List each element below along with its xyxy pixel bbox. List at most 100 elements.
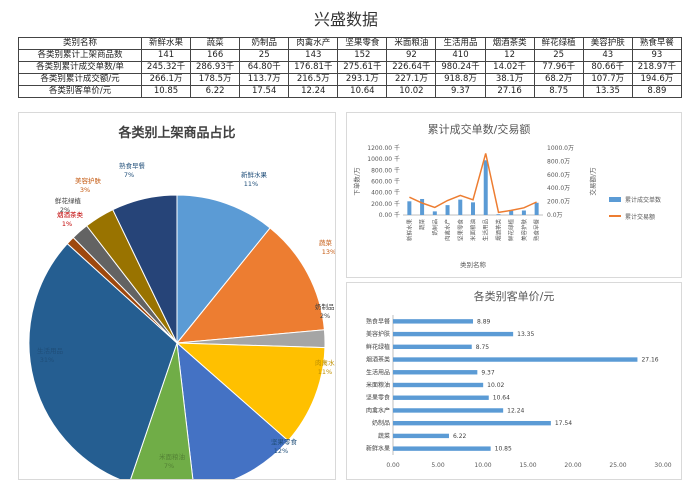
pie-slice-pct: 1% [62,220,72,228]
table-cell: 107.7万 [582,73,633,86]
table-cell: 25 [533,49,584,62]
table-cell: 80.66千 [582,61,633,74]
pie-chart: 各类别上架商品占比新鲜水果11%蔬菜13%奶制品2%肉禽水产11%坚果零食12%… [28,125,342,492]
combo-line [409,153,537,214]
hbar-category-label: 蔬菜 [378,432,390,440]
table-header-cell: 奶制品 [239,37,290,50]
combo-category-label: 奶制品 [431,219,439,236]
combo-bar [534,202,539,215]
combo-chart: 累计成交单数/交易额 0.00 千 200.00 千 400.00 千 600.00 千… [352,122,661,269]
combo-bar [432,211,437,215]
hbar-chart: 各类别客单价/元 0.00 5.00 10.00 15.00 20.00 25.00 30.0… [366,289,672,469]
pie-slice-pct: 31% [40,356,54,364]
hbar-value-label: 17.54 [555,420,572,427]
legend-label-line: 累计交易额 [625,213,655,221]
hbar-value-label: 8.89 [477,318,491,325]
table-cell: 25 [239,49,290,62]
hbar-bar [393,433,449,439]
table-cell: 6.22 [190,85,241,98]
hbar-bar [393,344,472,350]
hbar-value-label: 13.35 [517,331,534,338]
table-cell: 918.8万 [435,73,486,86]
pie-slice-pct: 11% [318,368,332,376]
table-cell: 27.16 [484,85,535,98]
table-cell: 92 [386,49,437,62]
combo-category-label: 熟食早餐 [533,219,541,242]
pie-slice-pct: 13% [322,248,335,256]
combo-bar [458,199,463,215]
table-header-cell: 熟食早餐 [631,37,683,50]
combo-category-label: 蔬菜 [418,219,426,231]
hbar-value-label: 8.75 [476,344,490,351]
table-cell: 113.7万 [239,73,290,86]
table-row-label: 各类别累计上架商品数 [18,49,142,62]
combo-bar [420,198,425,215]
combo-bar [521,210,526,215]
hbar-bar [393,331,514,337]
pie-slice-label: 坚果零食 [271,437,298,446]
table-cell: 10.64 [337,85,388,98]
pie-slice-pct: 11% [244,180,258,188]
table-header-row: 类别名称 新鲜水果 蔬菜 奶制品 肉禽水产 坚果零食 米面粮油 生活用品 烟酒茶类 鲜花绿植 美容护… [18,37,683,50]
summary-table: 类别名称 新鲜水果 蔬菜 奶制品 肉禽水产 坚果零食 米面粮油 生活用品 烟酒茶类 鲜花绿植 美容护… [18,37,683,98]
pie-slice-label: 米面粮油 [159,452,185,461]
right-tick-label: 600.0万 [547,172,570,179]
table-cell: 266.1万 [140,73,192,86]
table-header-cell: 蔬菜 [190,37,241,50]
combo-bar [445,205,450,215]
pie-slice-label: 美容护肤 [75,176,102,185]
table-cell: 14.02千 [484,61,535,74]
table-header-cell: 美容护肤 [582,37,633,50]
hbar-bar [393,408,504,413]
hbar-category-label: 熟食早餐 [366,317,390,325]
left-tick-label: 200.00 千 [371,200,400,208]
combo-category-label: 坚果零食 [456,219,464,242]
table-cell: 12 [484,49,535,62]
table-row: 各类别累计上架商品数 141 166 25 143 152 92 410 12 25 43 93 [18,49,683,62]
hbar-bar [393,446,491,451]
combo-bar [496,214,501,215]
right-tick-label: 200.0万 [547,199,570,206]
table-cell: 245.32千 [140,61,192,74]
table-row-label: 各类别累计成交额/元 [18,73,142,86]
table-header-cell: 新鲜水果 [140,37,192,50]
pie-chart-panel: 各类别上架商品占比新鲜水果11%蔬菜13%奶制品2%肉禽水产11%坚果零食12%… [18,112,342,492]
pie-slice [175,342,326,442]
hbar-bar [393,395,489,400]
combo-bar [483,160,488,215]
pie-slice-label: 肉禽水产 [315,358,335,367]
hbar-bar [393,420,551,426]
hbar-value-label: 9.37 [481,369,495,376]
combo-category-label: 新鲜水果 [405,219,413,242]
table-cell: 178.5万 [190,73,241,86]
combo-category-label: 鲜花绿植 [507,219,515,242]
table-row: 各类别累计成交单数/单 245.32千 286.93千 64.80千 176.81千 27… [18,61,683,74]
table-cell: 293.1万 [337,73,388,86]
table-cell: 38.1万 [484,73,535,86]
table-cell: 216.5万 [288,73,339,86]
table-row-label: 各类别累计成交单数/单 [18,61,142,74]
pie-slice-pct: 7% [164,462,174,470]
table-cell: 77.96千 [533,61,584,74]
x-tick-label: 15.00 [519,462,536,469]
pie-slice-label: 熟食早餐 [119,161,146,170]
table-header-cell: 烟酒茶类 [484,37,535,50]
table-cell: 152 [337,49,388,62]
combo-category-label: 烟酒茶类 [494,219,502,242]
hbar-category-label: 新鲜水果 [366,445,390,453]
table-cell: 166 [190,49,241,62]
hbar-title: 各类别客单价/元 [474,289,555,303]
left-tick-label: 600.00 千 [371,178,400,186]
hbar-category-label: 奶制品 [372,419,390,427]
table-cell: 143 [288,49,339,62]
hbar-category-label: 肉禽水产 [366,406,390,414]
table-cell: 141 [140,49,192,62]
pie-slice-label: 奶制品 [315,302,335,311]
table-cell: 68.2万 [533,73,584,86]
hbar-chart-panel: 各类别客单价/元 0.00 5.00 10.00 15.00 20.00 25.00 30.0… [346,282,682,480]
table-cell: 8.75 [533,85,584,98]
hbar-bar [393,357,638,362]
hbar-category-label: 坚果零食 [366,394,390,402]
x-tick-label: 5.00 [431,462,445,469]
hbar-category-label: 鲜花绿植 [366,343,390,351]
